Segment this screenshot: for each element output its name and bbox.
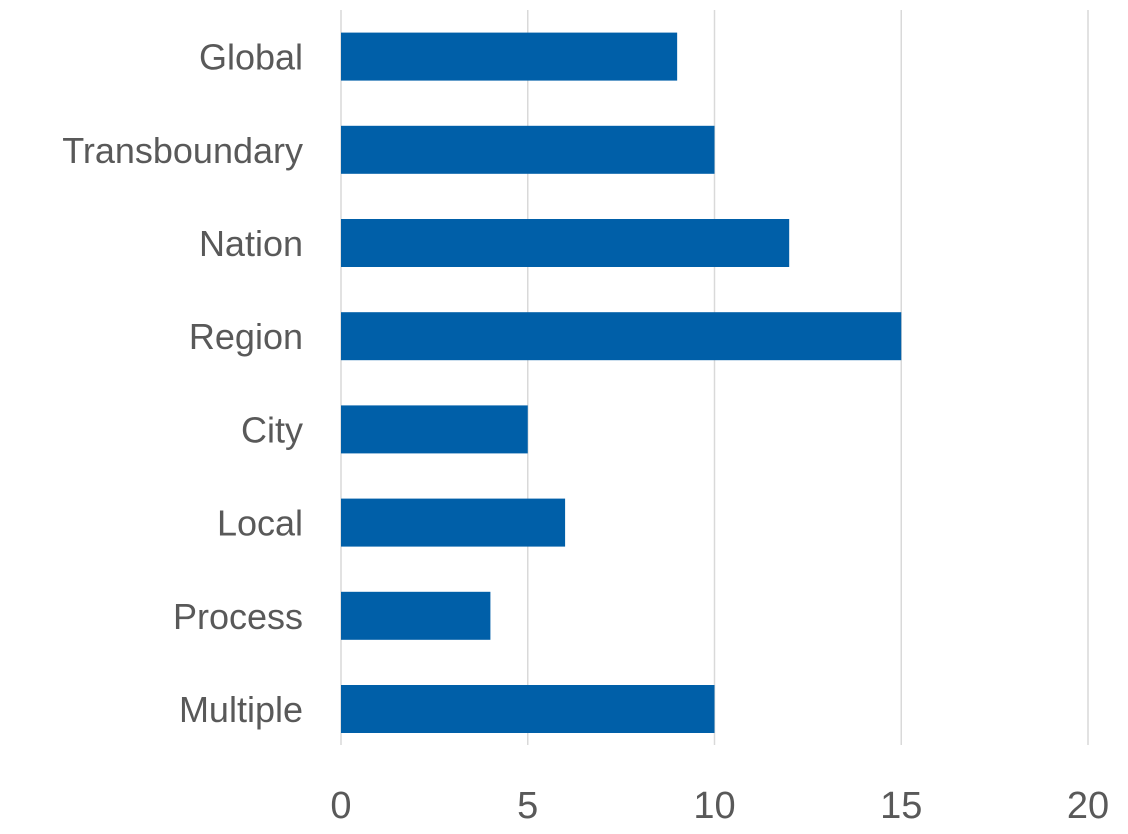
x-tick-label-5: 5: [517, 785, 538, 827]
bar-process: [341, 591, 491, 640]
category-label-process: Process: [173, 596, 303, 637]
x-tick-label-20: 20: [1067, 785, 1109, 827]
bar-region: [341, 312, 902, 361]
category-label-transboundary: Transboundary: [62, 130, 303, 171]
x-tick-label-15: 15: [880, 785, 922, 827]
bars: [341, 32, 902, 733]
bar-local: [341, 498, 566, 547]
category-label-city: City: [241, 409, 303, 450]
bar-city: [341, 405, 528, 454]
bar-global: [341, 32, 678, 81]
category-label-local: Local: [217, 503, 303, 544]
x-tick-label-0: 0: [330, 785, 351, 827]
category-label-multiple: Multiple: [179, 689, 303, 730]
bar-transboundary: [341, 125, 715, 174]
category-label-region: Region: [189, 316, 303, 357]
bar-nation: [341, 219, 790, 267]
x-tick-labels: 0 5 10 15 20: [330, 785, 1109, 827]
category-label-nation: Nation: [199, 223, 303, 264]
category-label-global: Global: [199, 37, 303, 78]
x-tick-label-10: 10: [693, 785, 735, 827]
category-labels: Global Transboundary Nation Region City Local…: [62, 37, 303, 730]
bar-multiple: [341, 685, 715, 733]
